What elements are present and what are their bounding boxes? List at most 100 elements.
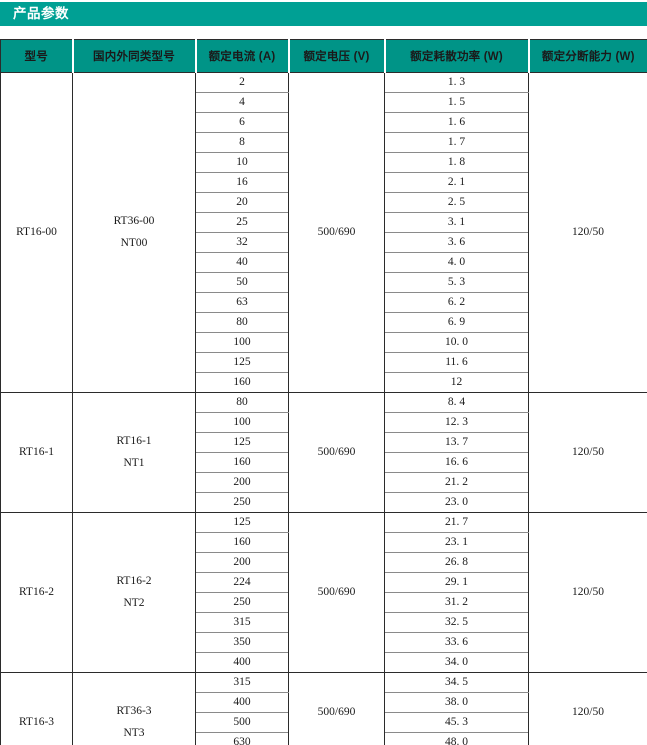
equivalent-line-1: RT36-00 (113, 214, 155, 227)
cell-rated-current: 16 (195, 172, 289, 193)
cell-rated-power: 21. 2 (384, 472, 529, 493)
cell-rated-current: 40 (195, 252, 289, 273)
table-row: 160 23. 1 (1, 532, 647, 553)
cell-rated-power: 48. 0 (384, 732, 529, 745)
cell-rated-power: 6. 2 (384, 292, 529, 313)
cell-rated-current: 10 (195, 152, 289, 173)
cell-rated-current: 50 (195, 272, 289, 293)
cell-rated-power: 34. 5 (384, 672, 529, 693)
table-row: 10 1. 8 (1, 152, 647, 173)
equivalent-line-2: NT00 (120, 236, 148, 249)
cell-rated-power: 1. 5 (384, 92, 529, 113)
cell-rated-power: 16. 6 (384, 452, 529, 473)
cell-rated-current: 125 (195, 352, 289, 373)
cell-rated-power: 32. 5 (384, 612, 529, 633)
cell-rated-current: 500 (195, 712, 289, 733)
table-row: 400 38. 0 (1, 692, 647, 713)
cell-rated-current: 20 (195, 192, 289, 213)
cell-rated-power: 23. 0 (384, 492, 529, 513)
cell-rated-current: 8 (195, 132, 289, 153)
table-row: RT16-00 RT36-00 NT00 2 500/690 1. 3 120/50 (0, 72, 647, 393)
table-row: 4 1. 5 (1, 92, 647, 113)
cell-breaking-capacity: 120/50 (528, 392, 647, 513)
cell-equivalent-model: RT16-1 NT1 (72, 392, 196, 513)
cell-rated-power: 31. 2 (384, 592, 529, 613)
cell-rated-current: 4 (195, 92, 289, 113)
section-title-bar: 产品参数 (0, 2, 647, 26)
cell-rated-current: 630 (195, 732, 289, 745)
cell-rated-current: 400 (195, 652, 289, 673)
table-row: 315 32. 5 (1, 612, 647, 633)
cell-rated-power: 1. 6 (384, 112, 529, 133)
table-body: RT16-00 RT36-00 NT00 2 500/690 1. 3 120/50 4 1. … (0, 72, 647, 745)
table-row: RT16-2 RT16-2 NT2 125 500/690 21. 7 120/50 (0, 512, 647, 673)
table-row: RT16-1 RT16-1 NT1 80 500/690 8. 4 120/50 (0, 392, 647, 513)
cell-rated-current: 6 (195, 112, 289, 133)
cell-rated-power: 26. 8 (384, 552, 529, 573)
table-head: 型号 国内外同类型号 额定电流 (A) 额定电压 (V) 额定耗散功率 (W) … (0, 39, 647, 73)
cell-rated-current: 250 (195, 592, 289, 613)
table-row: 100 12. 3 (1, 412, 647, 433)
table-row: 16 2. 1 (1, 172, 647, 193)
spec-table: 型号 国内外同类型号 额定电流 (A) 额定电压 (V) 额定耗散功率 (W) … (0, 39, 647, 745)
cell-rated-power: 8. 4 (384, 392, 529, 413)
cell-rated-power: 6. 9 (384, 312, 529, 333)
cell-rated-voltage: 500/690 (288, 392, 385, 513)
cell-rated-current: 32 (195, 232, 289, 253)
cell-rated-current: 2 (195, 72, 289, 93)
cell-rated-power: 21. 7 (384, 512, 529, 533)
column-header-model: 型号 (0, 39, 74, 73)
equivalent-line-1: RT36-3 (116, 704, 152, 717)
cell-rated-power: 12 (384, 372, 529, 393)
cell-rated-current: 400 (195, 692, 289, 713)
equivalent-line-1: RT16-2 (116, 574, 152, 587)
cell-breaking-capacity: 120/50 (528, 512, 647, 673)
cell-rated-current: 63 (195, 292, 289, 313)
column-header-power: 额定耗散功率 (W) (383, 39, 530, 73)
cell-rated-voltage: 500/690 (288, 512, 385, 673)
table-row: 63 6. 2 (1, 292, 647, 313)
column-header-breaking: 额定分断能力 (W) (527, 39, 647, 73)
cell-model: RT16-3 (0, 672, 73, 745)
table-row: 350 33. 6 (1, 632, 647, 653)
cell-model: RT16-00 (0, 72, 73, 393)
cell-rated-voltage: 500/690 (288, 72, 385, 393)
cell-rated-current: 160 (195, 372, 289, 393)
cell-equivalent-model: RT36-00 NT00 (72, 72, 196, 393)
table-row: 20 2. 5 (1, 192, 647, 213)
equivalent-line-1: RT16-1 (116, 434, 152, 447)
cell-equivalent-model: RT36-3 NT3 (72, 672, 196, 745)
cell-rated-current: 125 (195, 512, 289, 533)
cell-rated-power: 1. 7 (384, 132, 529, 153)
table-row: 32 3. 6 (1, 232, 647, 253)
cell-rated-power: 12. 3 (384, 412, 529, 433)
cell-rated-power: 10. 0 (384, 332, 529, 353)
table-row: 160 16. 6 (1, 452, 647, 473)
cell-model: RT16-1 (0, 392, 73, 513)
table-row: 25 3. 1 (1, 212, 647, 233)
table-row: 125 11. 6 (1, 352, 647, 373)
page-title: 产品参数 (13, 6, 69, 22)
cell-rated-power: 34. 0 (384, 652, 529, 673)
cell-rated-power: 2. 1 (384, 172, 529, 193)
table-row: 250 31. 2 (1, 592, 647, 613)
table-row: RT16-3 RT36-3 NT3 315 500/690 34. 5 120/50 (0, 672, 647, 745)
cell-model: RT16-2 (0, 512, 73, 673)
cell-rated-power: 3. 6 (384, 232, 529, 253)
cell-rated-current: 100 (195, 412, 289, 433)
equivalent-line-2: NT3 (123, 726, 145, 739)
cell-rated-current: 315 (195, 672, 289, 693)
cell-rated-current: 224 (195, 572, 289, 593)
cell-rated-current: 250 (195, 492, 289, 513)
column-header-equivalent: 国内外同类型号 (71, 39, 197, 73)
cell-rated-power: 2. 5 (384, 192, 529, 213)
cell-rated-power: 23. 1 (384, 532, 529, 553)
cell-rated-power: 3. 1 (384, 212, 529, 233)
cell-rated-power: 5. 3 (384, 272, 529, 293)
cell-rated-current: 125 (195, 432, 289, 453)
cell-rated-current: 100 (195, 332, 289, 353)
cell-rated-power: 4. 0 (384, 252, 529, 273)
column-header-current: 额定电流 (A) (194, 39, 290, 73)
cell-rated-current: 160 (195, 452, 289, 473)
